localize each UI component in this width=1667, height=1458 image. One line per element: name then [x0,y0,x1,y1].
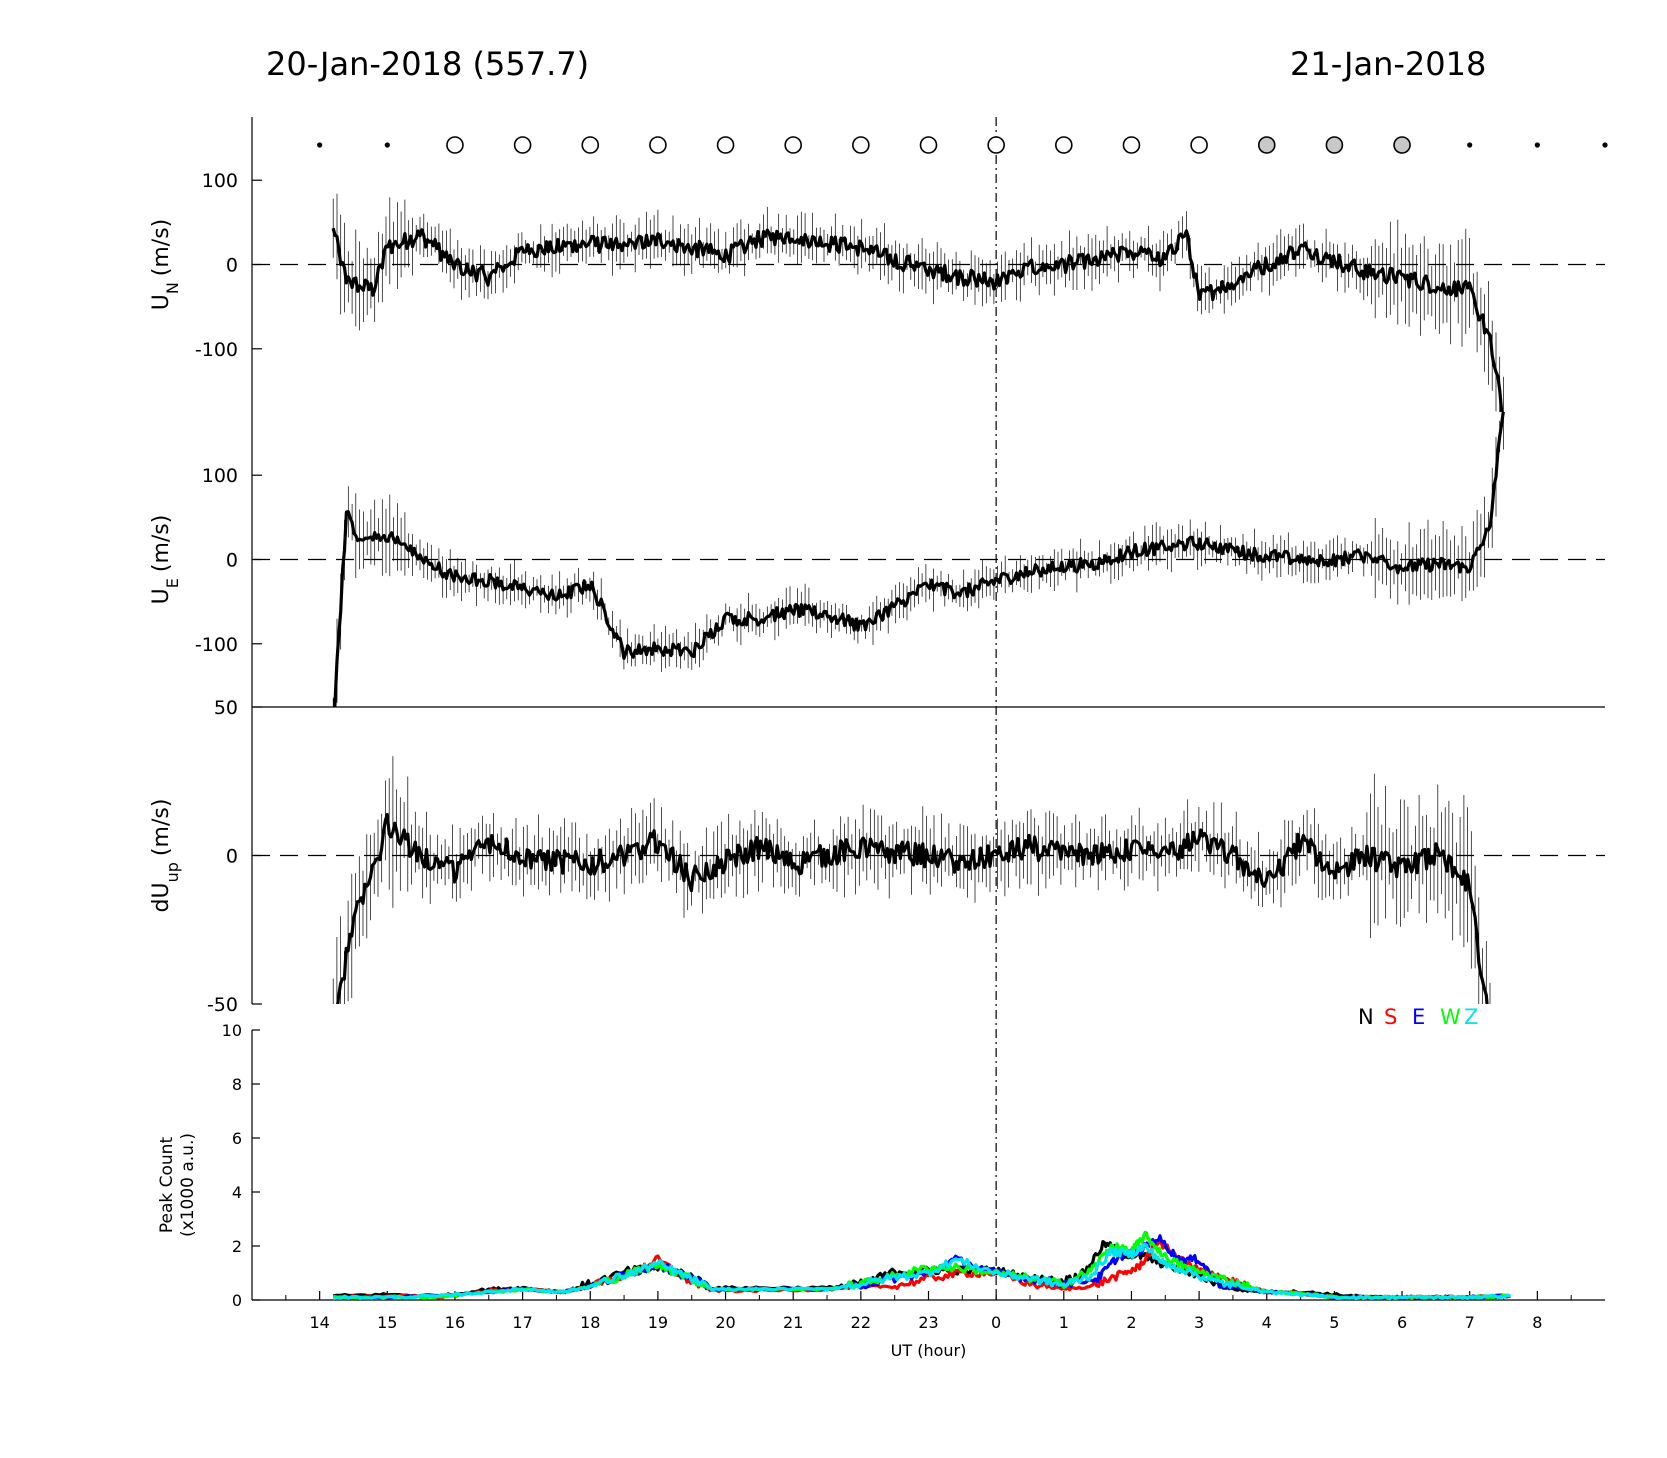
y-tick-label: 0 [226,550,238,572]
x-tick-label: 15 [377,1313,397,1332]
legend-N: N [1358,1005,1374,1029]
sky-marker-clear [1055,136,1073,154]
sky-marker-clear [784,136,803,154]
series-line [331,227,1504,412]
y-tick-label: 50 [214,697,238,719]
series-line [336,812,1489,1004]
x-tick-label: 2 [1126,1313,1136,1332]
panel-2: -100 0 100 UE(m/s) [149,412,1605,707]
sky-marker-dot [1534,142,1540,148]
y-tick-label: 0 [232,1291,242,1310]
legend-E: E [1412,1005,1425,1029]
x-tick-label: 20 [715,1313,735,1332]
x-tick-label: 23 [918,1313,938,1332]
error-bar-segments [332,412,1504,707]
series-line [333,412,1505,707]
x-tick-label: 5 [1329,1313,1339,1332]
y-tick-label: 8 [232,1075,242,1094]
error-bars [332,756,1491,1004]
y-axis-label: UN(m/s) [149,219,182,311]
y-tick-label: 10 [222,1021,242,1040]
error-bars [331,193,1504,412]
x-tick-label: 6 [1397,1313,1407,1332]
x-tick-label: 22 [851,1313,871,1332]
y-axis-label-line: (x1000 a.u.) [178,1133,198,1237]
x-tick-label: 19 [648,1313,668,1332]
series-Z [332,1242,1511,1301]
sky-marker-dot [1602,142,1608,148]
x-tick-label: 21 [783,1313,803,1332]
y-tick-label: 0 [226,846,238,868]
y-tick-label: 4 [232,1183,242,1202]
x-tick-label: 8 [1532,1313,1542,1332]
sky-marker-cloudy [1393,136,1411,154]
sky-marker-clear [581,136,600,154]
x-tick-label: 14 [309,1313,329,1332]
sky-marker-dot [384,142,390,148]
legend-W: W [1440,1005,1461,1029]
sky-marker-dot [1467,142,1473,148]
y-axis-label: dUup(m/s) [149,799,182,913]
legend-Z: Z [1464,1005,1478,1029]
title-left: 20-Jan-2018 (557.7) [266,45,589,83]
error-bars [332,412,1505,707]
x-tick-label: 16 [445,1313,465,1332]
x-tick-label: 1 [1059,1313,1069,1332]
x-tick-label: 7 [1465,1313,1475,1332]
y-tick-label: -100 [195,634,238,656]
sky-marker-clear [919,136,938,154]
sky-marker-clear [1122,136,1141,154]
title-right: 21-Jan-2018 [1290,45,1486,83]
sky-marker-cloudy [1325,136,1344,154]
panel-1: -100 0 100 UN(m/s) [149,117,1608,412]
series-N [333,1240,1511,1300]
y-tick-label: 2 [232,1237,242,1256]
x-axis-label: UT (hour) [891,1341,967,1360]
sky-marker-clear [649,136,667,154]
sky-marker-clear [513,136,532,154]
sky-marker-clear [446,136,464,154]
y-tick-label: 100 [202,170,238,192]
error-bar-segments [332,756,1491,1004]
panel-3: -50 0 50 dUup(m/s) [149,697,1605,1016]
y-tick-label: -50 [207,994,238,1016]
x-tick-label: 18 [580,1313,600,1332]
sky-marker-clear [987,136,1005,154]
sky-marker-clear [1190,136,1208,154]
y-axis-label-line: Peak Count [157,1137,177,1234]
y-axis-label: UE(m/s) [149,515,182,605]
x-tick-label: 17 [512,1313,532,1332]
x-tick-label: 3 [1194,1313,1204,1332]
y-tick-label: -100 [195,339,238,361]
error-bar-segments [332,193,1504,412]
sky-marker-clear [852,136,870,154]
sky-marker-dot [317,142,323,148]
x-tick-label: 0 [991,1313,1001,1332]
y-tick-label: 0 [226,255,238,277]
sky-marker-cloudy [1257,136,1276,154]
sky-marker-clear [716,136,735,154]
y-tick-label: 6 [232,1129,242,1148]
x-tick-label: 4 [1262,1313,1272,1332]
y-tick-label: 100 [202,465,238,487]
legend-S: S [1384,1005,1397,1029]
